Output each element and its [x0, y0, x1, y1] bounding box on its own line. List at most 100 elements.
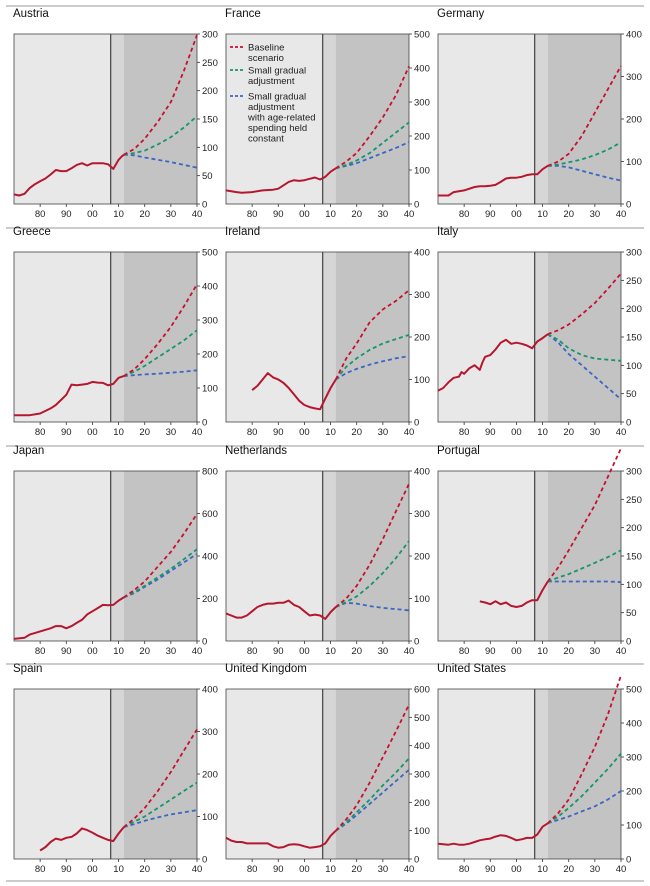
y-tick-label: 0 — [626, 200, 631, 211]
x-tick-label: 40 — [192, 646, 203, 657]
x-tick-label: 80 — [247, 646, 258, 657]
x-tick-label: 20 — [139, 427, 150, 438]
y-tick-label: 0 — [414, 200, 419, 211]
series-baseline — [335, 483, 410, 608]
x-tick-label: 90 — [61, 864, 72, 875]
panel-italy: Italy 0 50 100 150 200 250 300 80 90 00 10 20 30 40 — [437, 226, 642, 438]
x-tick-label: 20 — [563, 209, 574, 220]
series-history — [225, 167, 337, 194]
x-tick-label: 20 — [351, 646, 362, 657]
series-baseline — [123, 34, 198, 156]
legend-label-line: adjustment — [248, 102, 295, 113]
y-tick-label: 300 — [626, 753, 642, 764]
y-tick-label: 50 — [626, 608, 637, 619]
series-history — [13, 596, 125, 640]
x-tick-label: 10 — [537, 209, 548, 220]
panel-title: France — [225, 8, 261, 20]
projection-band — [335, 689, 409, 859]
projection-band — [123, 252, 197, 422]
y-tick-label: 400 — [202, 685, 218, 696]
x-tick-label: 30 — [166, 864, 177, 875]
panel-netherlands: Netherlands 0 100 200 300 400 80 90 00 10 20 30 40 — [225, 445, 430, 657]
transition-band — [534, 471, 548, 641]
x-tick-label: 90 — [61, 427, 72, 438]
y-tick-label: 0 — [626, 418, 631, 429]
x-tick-label: 90 — [61, 646, 72, 657]
x-tick-label: 10 — [325, 646, 336, 657]
plot-frame — [13, 251, 198, 423]
panel-title: Austria — [13, 8, 49, 20]
legend-label-line: with age-related — [247, 113, 316, 124]
series-history — [39, 826, 125, 852]
x-tick-label: 40 — [616, 209, 627, 220]
series-baseline — [123, 283, 198, 377]
x-tick-label: 00 — [511, 209, 522, 220]
y-tick-label: 400 — [414, 248, 430, 259]
y-tick-label: 500 — [626, 685, 642, 696]
x-tick-label: 40 — [616, 646, 627, 657]
y-tick-label: 300 — [414, 770, 430, 781]
y-tick-label: 150 — [626, 333, 642, 344]
legend-label: Small gradual adjustment with age-related s… — [247, 92, 316, 145]
x-tick-label: 40 — [404, 427, 415, 438]
legend-label: Baseline scenario — [248, 43, 284, 65]
x-tick-label: 20 — [563, 427, 574, 438]
y-tick-label: 0 — [202, 200, 207, 211]
series-history — [225, 829, 337, 849]
y-tick-label: 0 — [202, 855, 207, 866]
x-tick-label: 40 — [616, 864, 627, 875]
x-tick-label: 20 — [563, 864, 574, 875]
x-tick-label: 40 — [404, 646, 415, 657]
series-history — [438, 164, 549, 197]
x-tick-label: 30 — [378, 646, 389, 657]
x-tick-label: 40 — [192, 864, 203, 875]
series-history — [437, 333, 549, 392]
series-age-related — [123, 153, 198, 169]
series-gradual-adjustment — [123, 548, 198, 599]
series-baseline — [334, 289, 410, 380]
y-tick-label: 500 — [414, 713, 430, 724]
x-tick-label: 30 — [166, 427, 177, 438]
y-tick-label: 400 — [202, 282, 218, 293]
y-tick-label: 100 — [414, 166, 430, 177]
legend-item-gradual: Small gradual adjustment — [230, 66, 306, 87]
y-tick-label: 300 — [202, 727, 218, 738]
panel-title: Portugal — [437, 445, 480, 457]
series-age-related — [547, 333, 622, 400]
x-tick-label: 80 — [247, 427, 258, 438]
x-tick-label: 80 — [459, 427, 470, 438]
projection-band — [547, 689, 621, 859]
x-tick-label: 30 — [166, 209, 177, 220]
y-tick-label: 500 — [202, 248, 218, 259]
x-tick-label: 80 — [35, 427, 46, 438]
panel-title: United States — [437, 663, 506, 675]
y-tick-label: 400 — [202, 552, 218, 563]
projection-band — [547, 34, 621, 204]
y-tick-label: 200 — [626, 787, 642, 798]
transition-band — [322, 689, 336, 859]
projection-band — [123, 689, 197, 859]
series-baseline — [547, 65, 622, 167]
y-tick-label: 300 — [202, 316, 218, 327]
x-tick-label: 00 — [299, 646, 310, 657]
x-tick-label: 00 — [87, 209, 98, 220]
x-tick-label: 80 — [35, 864, 46, 875]
series-age-related — [335, 141, 410, 170]
x-tick-label: 90 — [485, 864, 496, 875]
transition-band — [110, 689, 124, 859]
y-tick-label: 250 — [626, 276, 642, 287]
y-tick-label: 200 — [626, 304, 642, 315]
x-tick-label: 00 — [511, 864, 522, 875]
panel-title: Spain — [13, 663, 42, 675]
y-tick-label: 200 — [414, 132, 430, 143]
panel-title: United Kingdom — [225, 663, 307, 675]
x-tick-label: 40 — [616, 427, 627, 438]
panel-title: Japan — [13, 445, 44, 457]
series-baseline — [123, 728, 198, 828]
series-age-related — [335, 355, 410, 381]
x-tick-label: 20 — [139, 209, 150, 220]
panel-title: Italy — [437, 226, 458, 238]
y-tick-label: 400 — [626, 30, 642, 41]
x-tick-label: 30 — [378, 864, 389, 875]
